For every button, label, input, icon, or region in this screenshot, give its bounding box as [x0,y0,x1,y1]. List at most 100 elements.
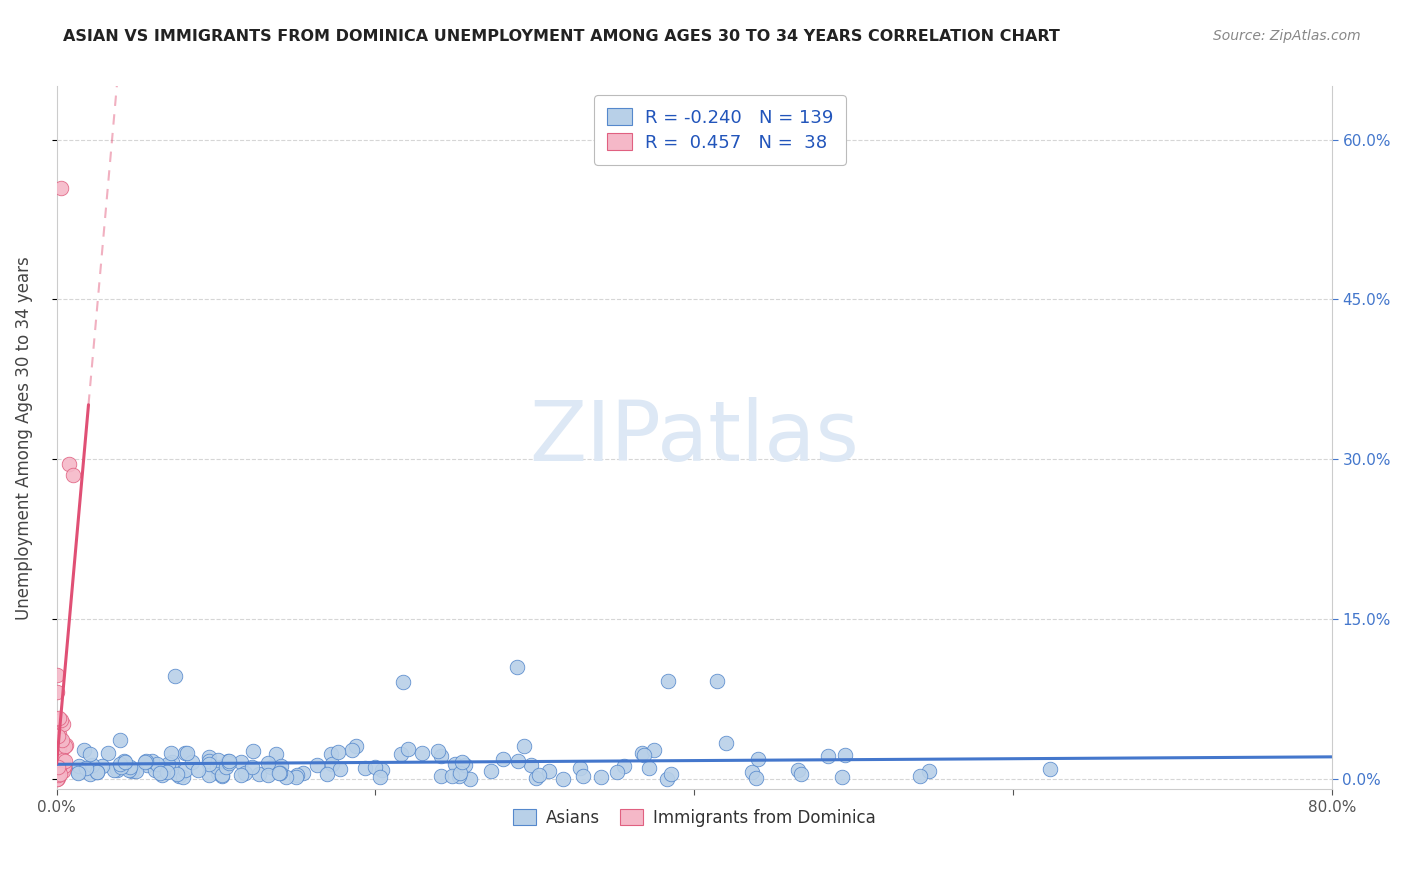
Y-axis label: Unemployment Among Ages 30 to 34 years: Unemployment Among Ages 30 to 34 years [15,256,32,620]
Text: ASIAN VS IMMIGRANTS FROM DOMINICA UNEMPLOYMENT AMONG AGES 30 TO 34 YEARS CORRELA: ASIAN VS IMMIGRANTS FROM DOMINICA UNEMPL… [63,29,1060,44]
Point [242,744,264,758]
Point [657,673,679,688]
Point [492,752,515,766]
Point [215,760,238,774]
Point [172,770,194,784]
Point [411,746,433,760]
Point [110,733,132,747]
Point [527,767,550,781]
Point [55,738,77,752]
Point [160,755,183,769]
Point [48,760,70,774]
Legend: Asians, Immigrants from Dominica: Asians, Immigrants from Dominica [506,802,883,834]
Point [613,759,636,773]
Point [46,732,69,747]
Point [58,458,80,472]
Point [53,758,76,772]
Point [633,748,655,763]
Point [396,742,419,756]
Point [217,754,239,768]
Point [260,760,283,774]
Point [67,759,90,773]
Point [519,757,541,772]
Point [118,763,141,777]
Point [211,768,233,782]
Point [51,180,73,194]
Point [79,767,101,781]
Point [53,739,76,753]
Point [52,753,75,767]
Point [444,757,467,772]
Point [211,769,233,783]
Point [364,760,387,774]
Point [149,765,172,780]
Point [741,765,763,780]
Point [156,764,179,779]
Point [62,468,84,483]
Point [157,757,180,772]
Point [141,754,163,768]
Point [817,749,839,764]
Point [45,712,67,726]
Point [114,755,136,769]
Point [66,766,89,780]
Point [48,736,70,750]
Point [152,767,174,781]
Point [198,750,221,764]
Point [706,673,728,688]
Point [524,772,547,786]
Point [392,675,415,690]
Point [198,754,221,768]
Point [124,764,146,779]
Point [506,659,529,673]
Point [451,755,474,769]
Point [46,760,69,774]
Point [479,764,502,779]
Point [176,746,198,760]
Point [91,758,114,772]
Point [637,760,659,774]
Point [426,744,449,758]
Point [52,761,75,775]
Point [389,747,412,762]
Point [551,772,574,786]
Point [340,742,363,756]
Point [198,768,221,782]
Point [269,766,291,780]
Point [181,755,204,769]
Point [46,747,69,762]
Point [45,745,67,759]
Point [218,754,240,768]
Point [458,772,481,786]
Point [46,747,69,762]
Text: ZIPatlas: ZIPatlas [530,397,859,478]
Point [46,768,69,782]
Point [205,760,228,774]
Point [305,758,328,772]
Point [163,669,186,683]
Point [134,756,156,770]
Point [174,764,197,778]
Point [51,733,73,747]
Point [319,747,342,762]
Point [659,767,682,781]
Point [167,769,190,783]
Point [49,756,72,770]
Point [454,758,477,772]
Point [86,765,108,780]
Point [48,740,70,755]
Point [103,763,125,777]
Point [52,740,75,755]
Point [80,758,103,772]
Point [240,760,263,774]
Point [46,726,69,740]
Point [267,765,290,780]
Point [440,769,463,783]
Point [207,765,229,780]
Point [316,767,339,781]
Point [143,763,166,777]
Point [716,736,738,750]
Point [209,760,232,774]
Point [135,754,157,768]
Point [572,769,595,783]
